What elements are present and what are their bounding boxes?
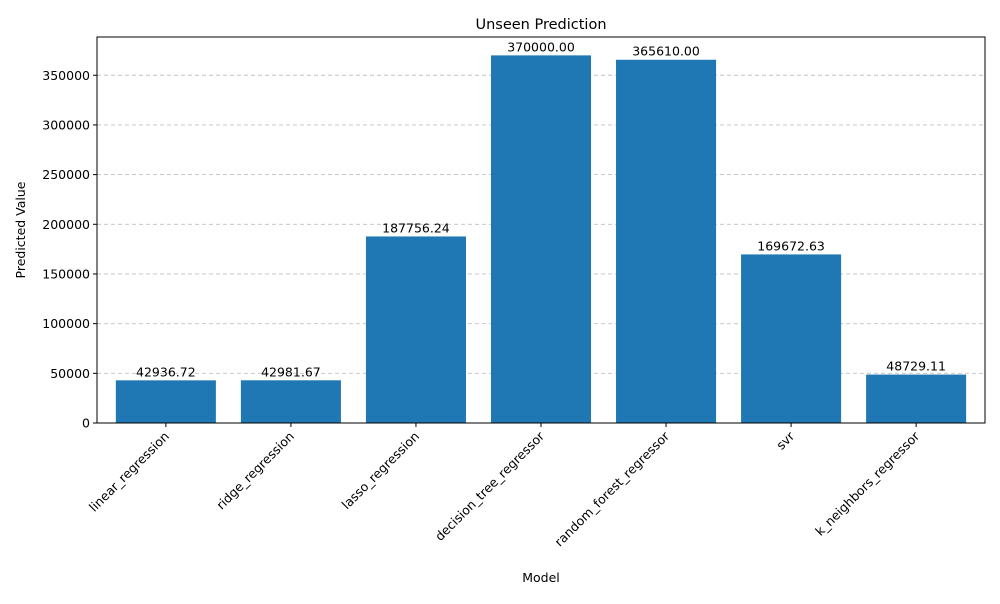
bar-ridge-regression xyxy=(240,380,341,423)
bar-value-label: 42936.72 xyxy=(136,364,196,379)
bar-value-labels: 42936.72 42981.67 187756.24 370000.00 365610… xyxy=(136,39,946,379)
x-axis-label: Model xyxy=(522,570,560,585)
y-tick-label: 50000 xyxy=(50,366,90,381)
bar-decision-tree-regressor xyxy=(490,55,592,423)
y-tick-label: 0 xyxy=(82,416,90,431)
y-axis-label: Predicted Value xyxy=(13,181,28,278)
bar-random-forest-regressor xyxy=(616,59,717,423)
bars xyxy=(115,55,967,423)
y-tick-label: 300000 xyxy=(42,117,90,132)
bar-lasso-regression xyxy=(365,236,466,423)
y-axis-ticks: 0 50000 100000 150000 200000 250000 300000 3500… xyxy=(42,68,97,431)
chart-title: Unseen Prediction xyxy=(475,17,606,33)
bar-value-label: 169672.63 xyxy=(757,238,825,253)
y-tick-label: 100000 xyxy=(42,316,90,331)
y-tick-label: 150000 xyxy=(42,266,90,281)
bar-value-label: 370000.00 xyxy=(507,39,575,54)
bar-k-neighbors-regressor xyxy=(866,374,967,423)
bar-value-label: 365610.00 xyxy=(632,44,700,59)
bar-value-label: 42981.67 xyxy=(261,364,321,379)
bar-value-label: 187756.24 xyxy=(382,220,450,235)
y-tick-label: 200000 xyxy=(42,217,90,232)
bar-linear-regression xyxy=(115,380,216,423)
y-tick-label: 350000 xyxy=(42,68,90,83)
y-tick-label: 250000 xyxy=(42,167,90,182)
bar-svr xyxy=(741,254,842,423)
bar-value-label: 48729.11 xyxy=(886,359,946,374)
